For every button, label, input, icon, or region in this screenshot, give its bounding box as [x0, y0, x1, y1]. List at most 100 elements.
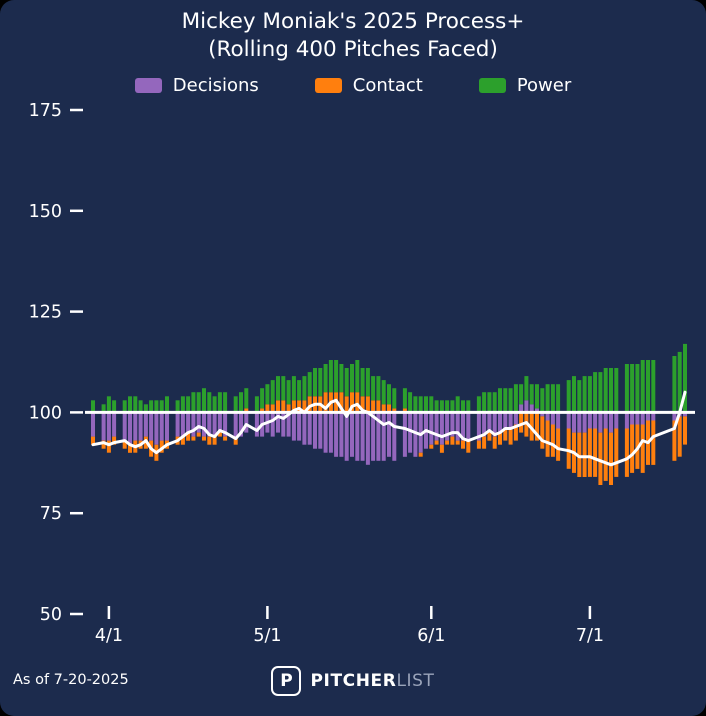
bar-power: [307, 372, 312, 397]
brand-list: LIST: [396, 671, 435, 691]
bar-power: [587, 376, 592, 413]
bar-power: [91, 400, 95, 413]
bar-decisions: [175, 412, 180, 437]
bar-power: [413, 396, 418, 413]
bar-contact: [587, 428, 592, 477]
bar-decisions: [614, 412, 619, 429]
bar-contact: [498, 432, 502, 445]
bar-decisions: [143, 412, 148, 437]
bar-power: [217, 392, 222, 413]
bar-power: [334, 360, 339, 393]
bar-decisions: [508, 412, 513, 429]
bar-decisions: [609, 412, 613, 433]
bar-decisions: [640, 412, 645, 425]
bar-power: [498, 388, 502, 413]
bar-decisions: [159, 412, 164, 441]
bar-contact: [582, 432, 587, 477]
bar-decisions: [402, 412, 407, 457]
bar-decisions: [270, 412, 275, 437]
bar-contact: [609, 432, 613, 485]
pitcherlist-p-icon: P: [271, 666, 302, 696]
bar-contact: [159, 440, 164, 453]
bar-power: [149, 400, 154, 413]
bar-decisions: [566, 412, 571, 429]
bar-decisions: [524, 400, 529, 413]
y-tick-label: 100: [29, 403, 62, 423]
bar-power: [270, 380, 275, 405]
bar-decisions: [455, 412, 460, 441]
bar-power: [635, 364, 640, 413]
bar-power: [302, 376, 307, 401]
bar-power: [624, 364, 629, 413]
bar-contact: [672, 420, 677, 461]
bar-power: [439, 400, 444, 413]
bar-decisions: [635, 412, 640, 425]
bar-power: [381, 380, 386, 405]
bar-power: [122, 400, 127, 413]
bar-decisions: [307, 412, 312, 445]
bar-contact: [376, 400, 381, 413]
bar-contact: [106, 440, 111, 453]
y-tick-label: 175: [29, 101, 62, 121]
bar-power: [239, 392, 243, 413]
chart-title-line2: (Rolling 400 Pitches Faced): [208, 37, 498, 63]
y-tick-label: 75: [40, 504, 62, 524]
bar-contact: [355, 392, 360, 413]
bar-decisions: [624, 412, 629, 429]
bar-contact: [535, 412, 539, 441]
bar-power: [154, 400, 159, 413]
bar-decisions: [651, 412, 656, 421]
bar-power: [101, 404, 106, 413]
bar-power: [313, 368, 317, 397]
bar-decisions: [217, 412, 222, 433]
bar-decisions: [323, 412, 328, 453]
legend: Decisions Contact Power: [0, 75, 706, 96]
bar-contact: [683, 416, 687, 445]
bar-contact: [223, 436, 228, 441]
bar-contact: [503, 428, 508, 441]
bar-decisions: [122, 412, 127, 441]
bar-power: [344, 368, 349, 397]
bar-contact: [508, 428, 513, 445]
legend-swatch-decisions: [134, 78, 162, 93]
bar-power: [556, 384, 561, 413]
bar-contact: [260, 408, 265, 413]
bar-contact: [492, 436, 497, 449]
bar-contact: [392, 408, 397, 413]
bar-contact: [593, 428, 598, 477]
bar-contact: [598, 432, 603, 485]
bar-decisions: [540, 412, 545, 417]
bar-contact: [439, 444, 444, 453]
bar-decisions: [630, 412, 635, 425]
bar-decisions: [498, 412, 502, 433]
bar-power: [318, 368, 323, 397]
bar-decisions: [408, 412, 413, 453]
bar-decisions: [334, 412, 339, 457]
bar-power: [180, 396, 185, 413]
bar-contact: [556, 428, 561, 461]
bar-power: [360, 368, 365, 397]
bar-decisions: [392, 412, 397, 461]
brand-wordmark: PITCHERLIST: [310, 671, 434, 691]
bar-power: [651, 360, 656, 413]
bar-power: [508, 388, 513, 413]
bar-decisions: [556, 412, 561, 429]
bar-power: [233, 396, 238, 413]
bar-decisions: [239, 412, 243, 437]
bar-power: [281, 376, 286, 401]
bar-decisions: [434, 412, 439, 441]
bar-power: [402, 388, 407, 409]
bar-decisions: [180, 412, 185, 437]
bar-contact: [291, 400, 296, 413]
bar-power: [540, 388, 545, 413]
bar-power: [328, 360, 333, 393]
bar-contact: [217, 432, 222, 437]
bar-contact: [540, 416, 545, 449]
bar-contact: [577, 432, 582, 477]
bar-power: [476, 396, 481, 413]
bar-contact: [550, 424, 555, 457]
bar-contact: [482, 436, 487, 449]
bar-power: [191, 392, 196, 413]
bar-power: [133, 396, 138, 413]
